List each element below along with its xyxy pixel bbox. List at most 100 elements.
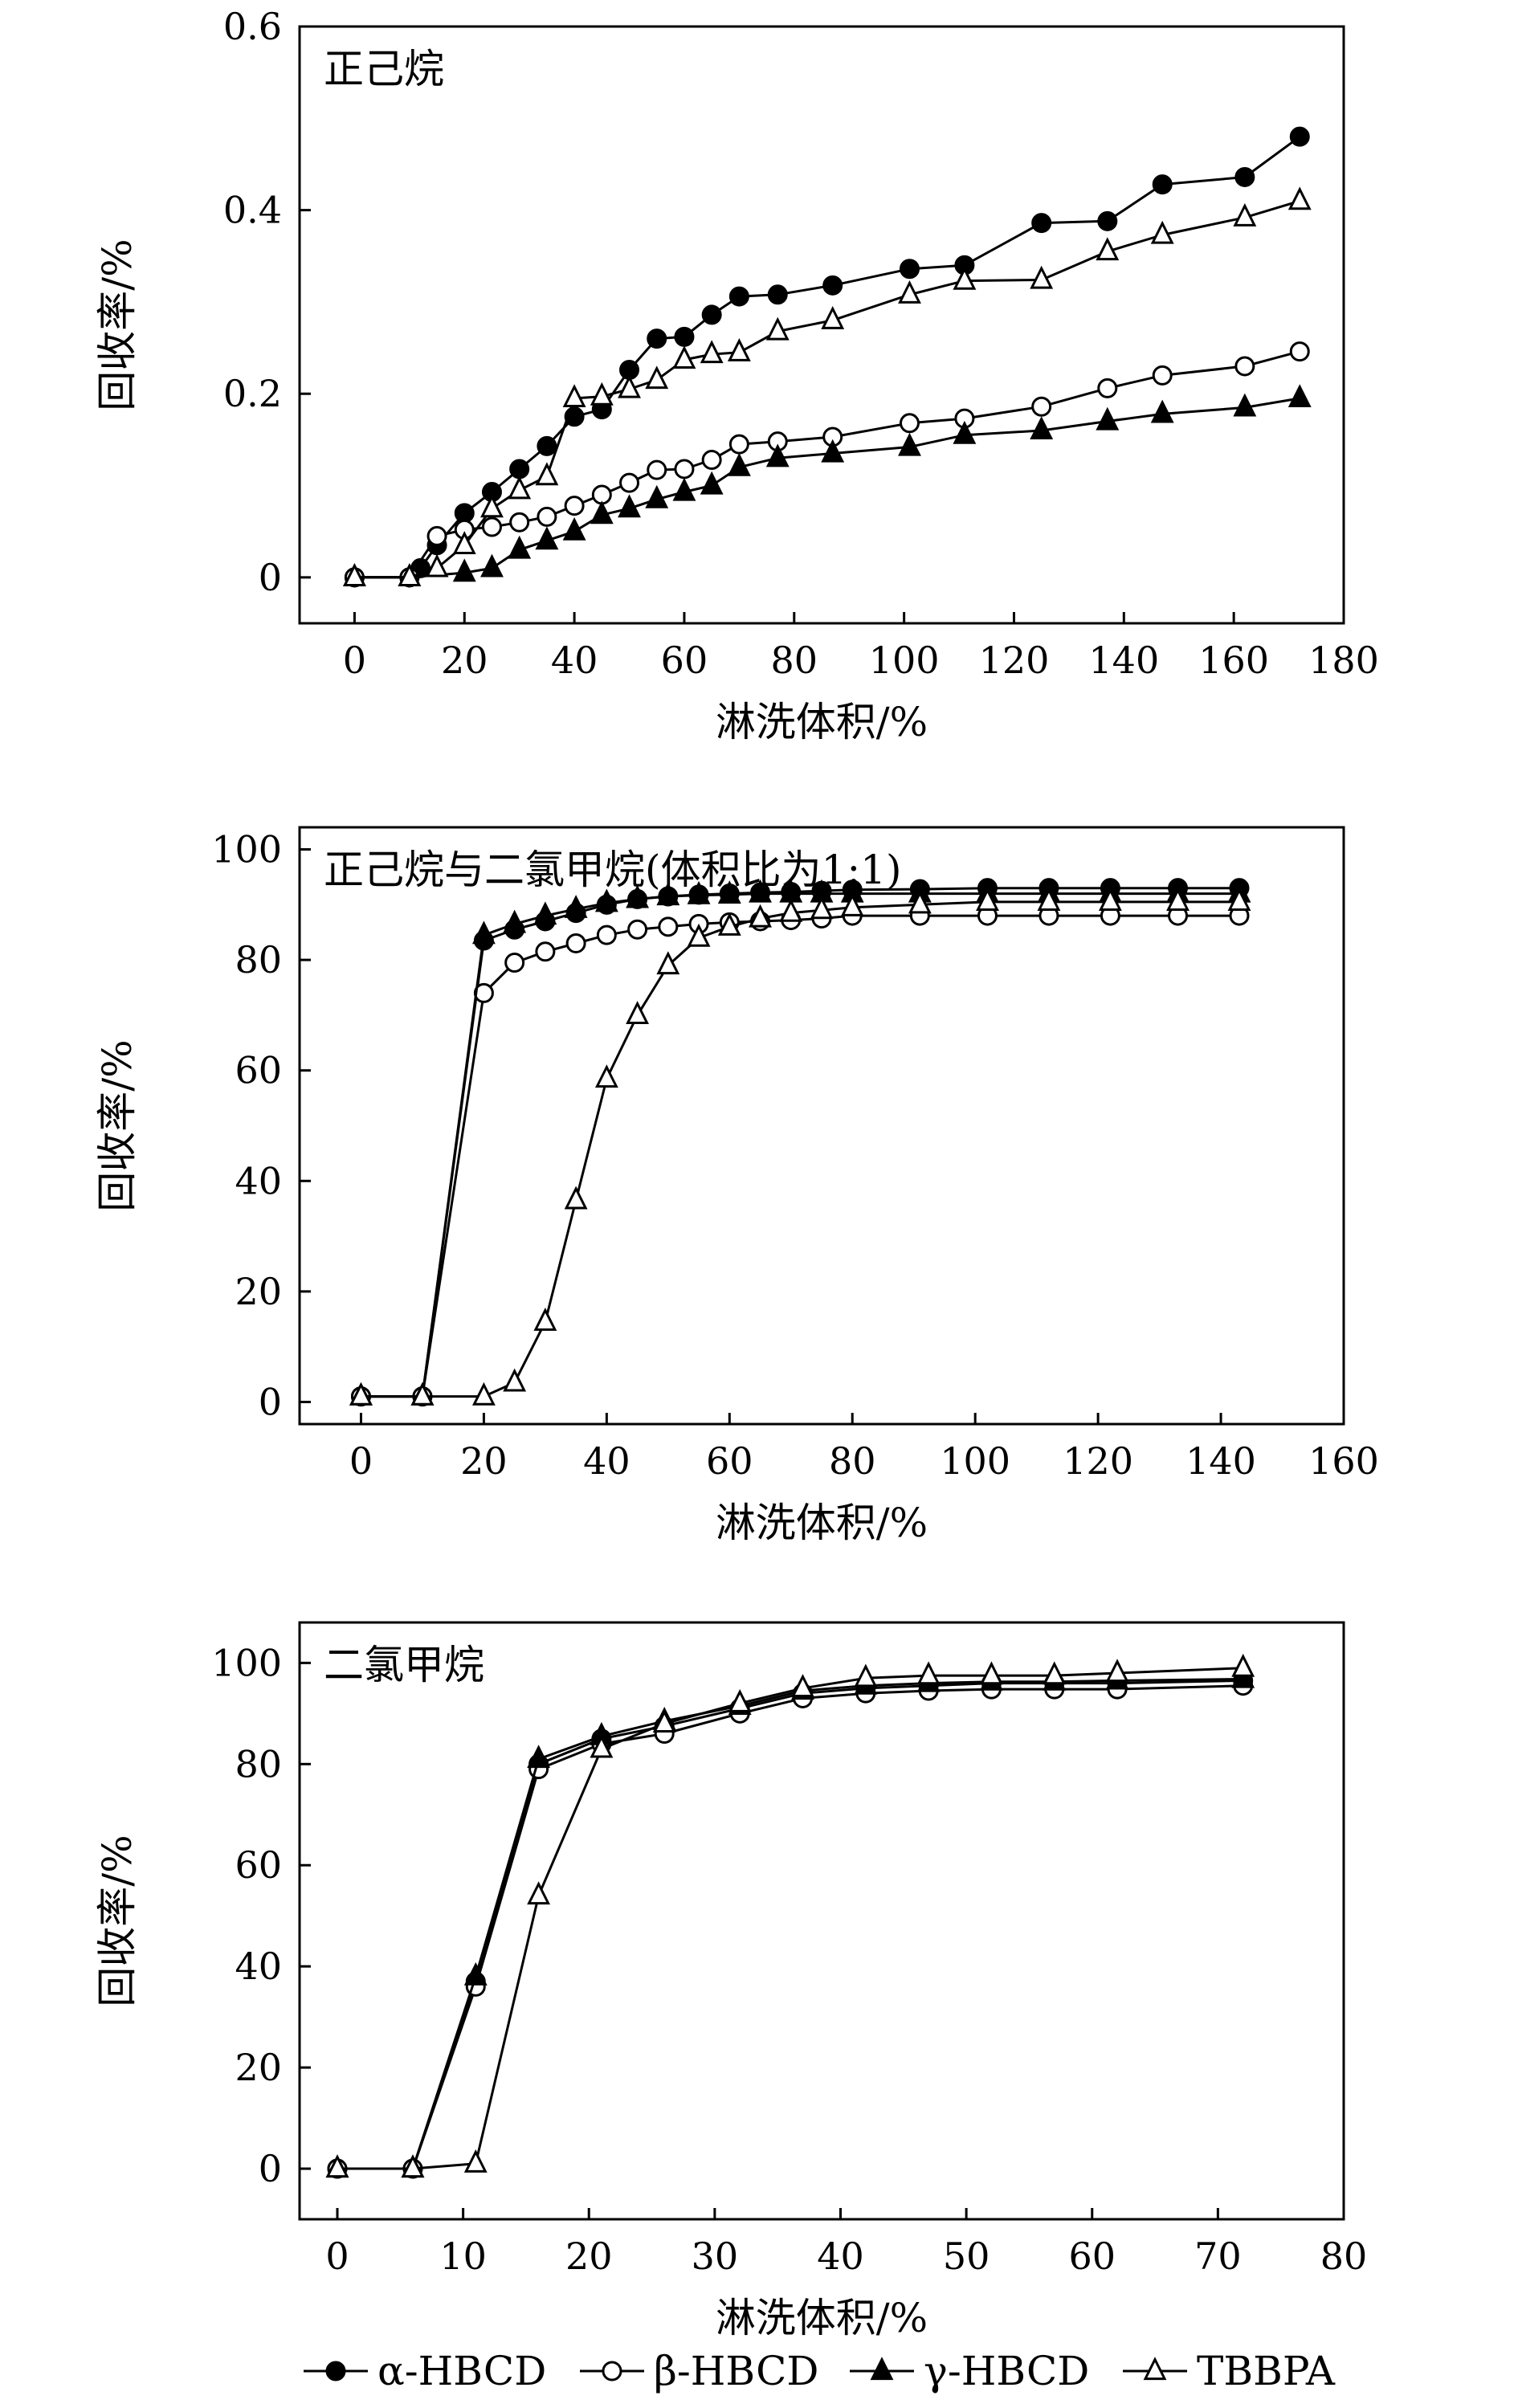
data-point <box>504 953 525 973</box>
x-tick-label: 0 <box>325 2235 349 2278</box>
data-point <box>509 512 530 533</box>
data-point <box>899 259 920 280</box>
data-point <box>1037 888 1061 911</box>
panel-title: 二氯甲烷 <box>324 1642 484 1688</box>
data-point <box>672 345 696 369</box>
data-point <box>533 901 557 925</box>
x-tick-label: 20 <box>460 1439 508 1483</box>
x-tick-label: 120 <box>1063 1439 1133 1483</box>
data-point <box>1166 888 1190 911</box>
data-point <box>590 1734 614 1758</box>
data-point <box>1227 888 1251 911</box>
data-point <box>1231 1653 1255 1677</box>
data-point <box>647 459 667 480</box>
data-point <box>410 1382 435 1406</box>
data-point <box>480 553 504 578</box>
data-point <box>1150 399 1174 423</box>
data-point <box>508 535 532 559</box>
data-point <box>749 904 772 928</box>
data-point <box>1097 378 1118 398</box>
data-point <box>1233 393 1257 417</box>
data-point <box>452 531 476 554</box>
data-point <box>701 304 722 325</box>
data-point <box>1030 265 1054 289</box>
data-point <box>700 471 724 495</box>
y-tick-label: 0 <box>259 556 282 599</box>
data-point <box>527 1745 551 1769</box>
data-point <box>425 553 449 578</box>
data-point <box>594 1064 618 1088</box>
data-point <box>401 2154 425 2178</box>
data-point <box>1105 1659 1129 1683</box>
data-point <box>791 1674 814 1697</box>
y-tick-label: 0.2 <box>223 372 282 415</box>
data-point <box>953 420 977 444</box>
x-tick-label: 20 <box>565 2235 613 2278</box>
data-point <box>1234 356 1255 377</box>
data-point <box>898 432 921 456</box>
y-axis-label: 回收率/% <box>94 1835 141 2006</box>
data-point <box>717 880 741 904</box>
y-tick-label: 60 <box>235 1843 282 1887</box>
data-point <box>535 462 559 486</box>
plot-frame <box>298 25 1345 625</box>
legend-label: β-HBCD <box>654 2348 818 2394</box>
data-point <box>1289 341 1310 362</box>
data-point <box>765 443 790 467</box>
data-point <box>535 941 556 962</box>
data-point <box>1233 203 1257 227</box>
data-point <box>840 893 864 916</box>
y-tick-label: 0 <box>259 1380 282 1423</box>
x-tick-label: 80 <box>829 1439 876 1483</box>
y-tick-label: 60 <box>235 1049 282 1092</box>
data-point <box>1043 1661 1067 1685</box>
data-point <box>976 888 999 911</box>
data-point <box>810 896 834 920</box>
data-point <box>765 316 790 341</box>
data-point <box>463 1962 488 1986</box>
chart-panels: 0 20 40 60 80 100 120 140 160 18000.20.40.6淋洗体积/%… <box>94 5 1379 2341</box>
data-point <box>590 382 614 406</box>
data-point <box>767 284 788 305</box>
y-tick-label: 0.4 <box>223 189 282 232</box>
data-point <box>821 306 845 329</box>
data-point <box>658 916 679 937</box>
x-tick-label: 50 <box>943 2235 990 2278</box>
data-point <box>1030 416 1054 440</box>
y-tick-label: 100 <box>211 1641 282 1684</box>
data-point <box>564 1186 588 1210</box>
data-point <box>537 435 557 456</box>
data-point <box>508 475 532 500</box>
data-point <box>674 459 695 480</box>
panel-title: 正己烷与二氯甲烷(体积比为1:1) <box>324 847 901 893</box>
data-point <box>1096 237 1120 261</box>
data-point <box>1031 213 1052 234</box>
data-point <box>426 525 447 546</box>
data-point <box>727 338 751 361</box>
data-point <box>687 880 711 904</box>
series-4 <box>325 1653 1255 2178</box>
legend-marker <box>1143 2357 1167 2381</box>
data-point <box>627 919 648 940</box>
data-point <box>717 912 741 936</box>
x-tick-label: 100 <box>869 639 940 682</box>
legend-item: TBBPA <box>1123 2348 1336 2394</box>
y-tick-label: 40 <box>235 1159 282 1202</box>
data-point <box>509 459 530 480</box>
x-tick-label: 160 <box>1198 639 1269 682</box>
data-point <box>618 494 641 518</box>
x-tick-label: 60 <box>661 639 708 682</box>
data-point <box>779 898 803 922</box>
data-point <box>645 365 669 390</box>
data-point <box>1287 384 1312 408</box>
data-point <box>821 439 845 463</box>
y-tick-label: 100 <box>211 828 282 871</box>
data-point <box>728 286 749 307</box>
data-point <box>398 563 422 586</box>
legend-marker <box>870 2357 894 2381</box>
data-point <box>1287 186 1312 210</box>
y-tick-label: 40 <box>235 1945 282 1988</box>
data-point <box>342 563 366 586</box>
